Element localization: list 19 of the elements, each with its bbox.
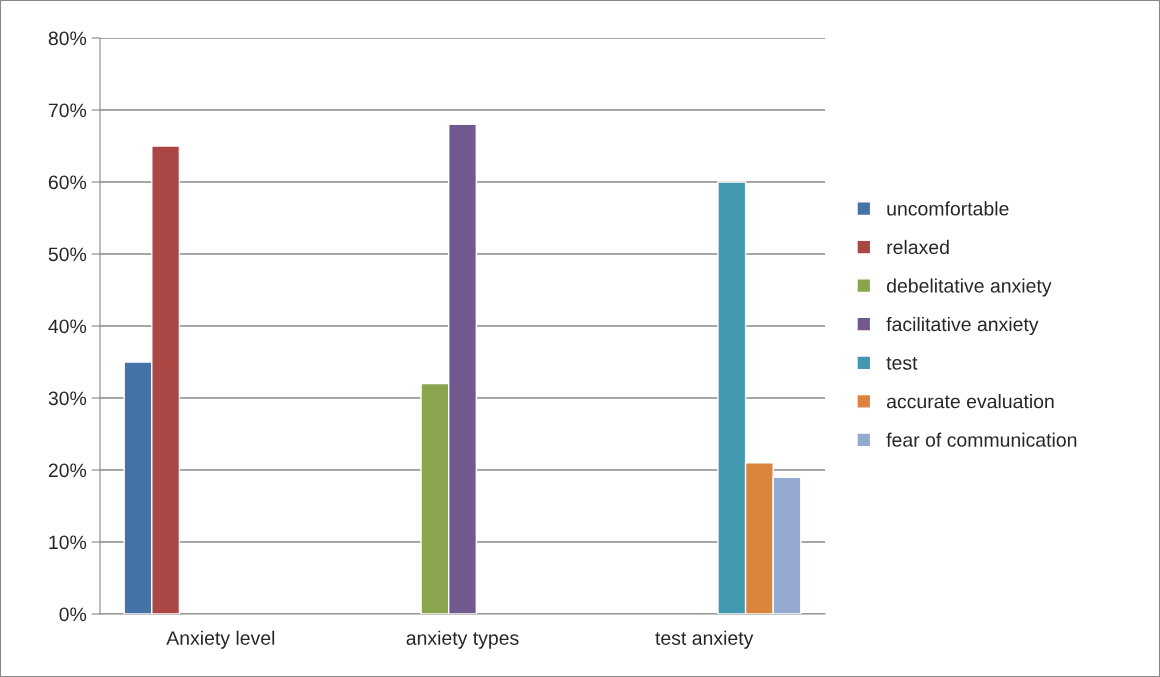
legend-label: relaxed (887, 239, 949, 255)
y-tick-label: 50% (48, 247, 87, 262)
y-tick-label: 20% (48, 463, 87, 478)
x-tick-label: Anxiety level (166, 630, 275, 649)
legend-label: debelitative anxiety (886, 278, 1052, 297)
y-tick-label: 80% (48, 31, 87, 46)
y-tick-label: 40% (48, 319, 87, 334)
legend-label: facilitative anxiety (886, 316, 1039, 336)
x-tick-label: anxiety types (406, 630, 519, 649)
legend-label: accurate evaluation (886, 394, 1054, 409)
legend-label: fear of communication (886, 432, 1077, 447)
y-tick-label: 30% (48, 391, 87, 406)
y-tick-label: 70% (48, 103, 87, 118)
y-tick-label: 0% (59, 607, 87, 622)
x-tick-label: test anxiety (655, 630, 754, 649)
y-tick-label: 60% (48, 175, 87, 190)
legend-label: uncomfortable (887, 201, 1009, 216)
legend-label: test (886, 357, 918, 370)
y-tick-label: 10% (49, 535, 87, 550)
